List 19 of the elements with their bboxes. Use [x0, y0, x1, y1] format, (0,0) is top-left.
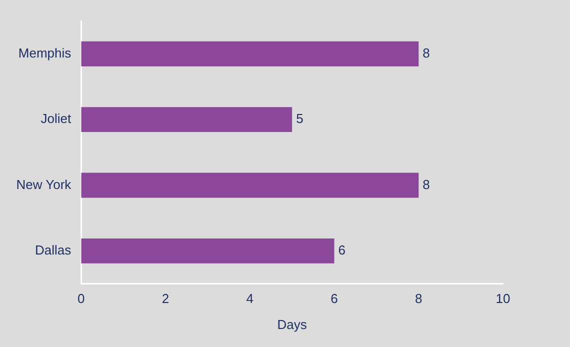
data-label: 5 [296, 111, 304, 126]
x-tick-label: 2 [162, 291, 170, 306]
y-tick-label: Joliet [40, 111, 72, 126]
y-tick-label: Memphis [18, 45, 72, 60]
x-tick-label: 8 [415, 291, 422, 306]
bar [81, 107, 292, 132]
x-tick-label: 0 [78, 291, 85, 306]
x-tick-label: 6 [330, 291, 338, 306]
bar [81, 238, 334, 264]
bar [81, 41, 419, 66]
data-label: 6 [338, 242, 346, 258]
x-tick-label: 4 [246, 291, 254, 306]
data-label: 8 [422, 45, 430, 60]
data-label: 8 [422, 176, 430, 192]
bar [81, 172, 419, 198]
x-axis-title: Days [277, 316, 308, 332]
y-tick-label: Dallas [35, 242, 72, 258]
x-tick-label: 10 [496, 291, 510, 306]
y-tick-label: New York [16, 176, 72, 192]
